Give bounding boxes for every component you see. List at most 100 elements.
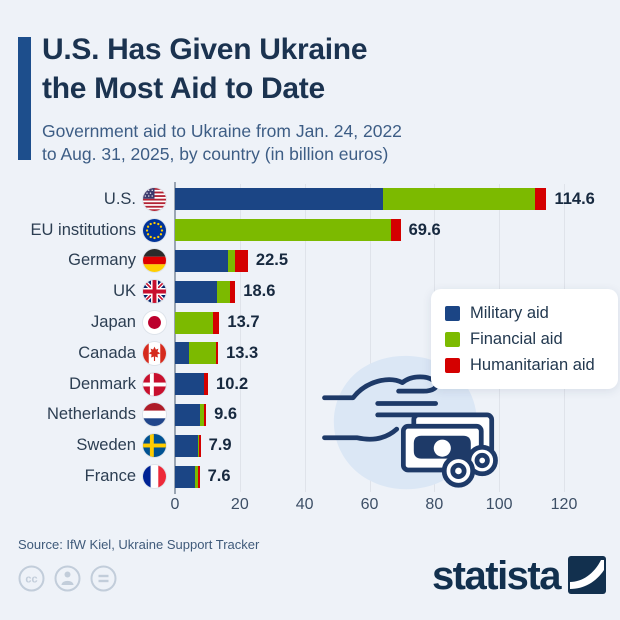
flag-se-icon: [143, 434, 166, 458]
x-tick-100: 100: [485, 496, 513, 513]
bar-stack: [175, 280, 236, 303]
x-tick-120: 120: [550, 496, 578, 513]
license-icons: cc: [18, 565, 117, 592]
bar-row-dk: Denmark 10.2: [0, 369, 620, 400]
country-name: UK: [113, 282, 136, 301]
segment-financial-aid: [175, 311, 213, 334]
value-label: 69.6: [408, 220, 441, 239]
segment-financial-aid: [203, 373, 205, 396]
segment-military-aid: [175, 342, 190, 365]
x-tick-0: 0: [170, 496, 180, 513]
segment-financial-aid: [383, 188, 535, 211]
segment-financial-aid: [194, 465, 198, 488]
svg-text:cc: cc: [25, 574, 37, 586]
bar-stack: [175, 249, 248, 272]
value-label: 22.5: [255, 251, 289, 270]
flag-uk-icon: [143, 280, 166, 304]
country-label: Japan: [0, 311, 175, 335]
segment-military-aid: [175, 188, 384, 211]
value-label: 7.6: [207, 467, 231, 486]
value-label: 13.7: [227, 313, 260, 332]
country-name: Denmark: [69, 374, 136, 393]
value-label: 13.3: [226, 343, 259, 362]
value-label: 10.2: [216, 374, 249, 393]
country-name: Canada: [78, 343, 136, 362]
bar-rows: U.S. 114.6 EU institutions 69.6 Germany 22.5 U…: [0, 184, 620, 492]
segment-military-aid: [175, 249, 229, 272]
x-tick-80: 80: [425, 496, 444, 513]
military-aid-swatch: [445, 305, 460, 321]
segment-military-aid: [175, 280, 218, 303]
financial-aid-swatch: [445, 331, 460, 347]
x-tick-20: 20: [230, 496, 249, 513]
bar-stack: [175, 434, 201, 457]
stacked-bar: 114.6: [175, 188, 595, 211]
segment-financial-aid: [199, 403, 204, 426]
bar-row-se: Sweden 7.9: [0, 430, 620, 461]
zero-axis-line: [174, 182, 176, 494]
segment-humanitarian-aid: [203, 403, 207, 426]
title-line1: U.S. Has Given Ukraine: [42, 33, 368, 66]
legend-label-military: Military aid: [470, 303, 549, 322]
bar-row-eu: EU institutions 69.6: [0, 215, 620, 246]
country-name: Sweden: [76, 436, 136, 455]
segment-financial-aid: [228, 249, 235, 272]
bar-row-nl: Netherlands 9.6: [0, 400, 620, 431]
stacked-bar: 18.6: [175, 280, 276, 303]
flag-dk-icon: [143, 372, 166, 396]
value-label: 9.6: [214, 405, 238, 424]
segment-humanitarian-aid: [204, 373, 209, 396]
flag-us-icon: [143, 187, 166, 211]
country-name: Germany: [68, 251, 136, 270]
segment-humanitarian-aid: [534, 188, 547, 211]
cc-icon: cc: [18, 565, 45, 592]
stacked-bar: 13.7: [175, 311, 260, 334]
value-label: 18.6: [243, 282, 276, 301]
bar-stack: [175, 403, 207, 426]
x-tick-40: 40: [295, 496, 314, 513]
legend: Military aid Financial aid Humanitarian …: [431, 289, 618, 389]
bar-stack: [175, 311, 220, 334]
statista-logo-mark: [568, 556, 606, 594]
legend-item-military: Military aid: [445, 300, 604, 326]
legend-item-financial: Financial aid: [445, 326, 604, 352]
segment-military-aid: [175, 373, 204, 396]
stacked-bar: 9.6: [175, 403, 238, 426]
bar-stack: [175, 465, 200, 488]
segment-humanitarian-aid: [212, 311, 220, 334]
stacked-bar: 22.5: [175, 249, 289, 272]
flag-jp-icon: [143, 311, 166, 335]
stacked-bar: 69.6: [175, 219, 441, 242]
bar-stack: [175, 188, 547, 211]
title-line2: the Most Aid to Date: [42, 72, 325, 105]
legend-label-humanitarian: Humanitarian aid: [470, 355, 595, 374]
country-label: France: [0, 465, 175, 489]
country-label: Netherlands: [0, 403, 175, 427]
segment-humanitarian-aid: [215, 342, 219, 365]
gridline-40: [304, 184, 306, 492]
value-label: 7.9: [208, 436, 232, 455]
segment-financial-aid: [189, 342, 216, 365]
country-label: UK: [0, 280, 175, 304]
source-note: Source: IfW Kiel, Ukraine Support Tracke…: [18, 537, 260, 552]
attribution-person-icon: [54, 565, 81, 592]
legend-label-financial: Financial aid: [470, 329, 563, 348]
country-label: Canada: [0, 341, 175, 365]
no-derivatives-equals-icon: [90, 565, 117, 592]
country-name: France: [84, 467, 136, 486]
bar-row-de: Germany 22.5: [0, 246, 620, 277]
stacked-bar: 7.9: [175, 434, 232, 457]
country-name: Japan: [91, 313, 136, 332]
flag-fr-icon: [143, 465, 166, 489]
country-label: EU institutions: [0, 218, 175, 242]
country-label: Germany: [0, 249, 175, 273]
legend-item-humanitarian: Humanitarian aid: [445, 352, 604, 378]
segment-humanitarian-aid: [230, 280, 236, 303]
bar-stack: [175, 342, 219, 365]
country-label: Sweden: [0, 434, 175, 458]
gridline-20: [239, 184, 241, 492]
stacked-bar: 13.3: [175, 342, 259, 365]
stacked-bar: 7.6: [175, 465, 231, 488]
statista-logo: statista: [432, 556, 606, 596]
